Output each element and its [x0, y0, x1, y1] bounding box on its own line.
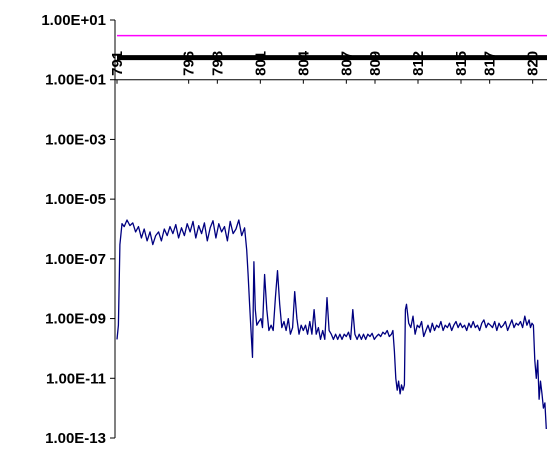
plot-lines [116, 34, 547, 430]
x-tick-label: 815 [453, 51, 470, 76]
y-tick-label: 1.00E-07 [45, 251, 106, 268]
y-tick-label: 1.00E-13 [45, 430, 106, 447]
x-tick-label: 817 [482, 51, 499, 76]
y-tick-label: 1.00E+01 [41, 12, 106, 29]
y-tick-label: 1.00E-11 [46, 370, 106, 387]
x-tick-label: 809 [367, 51, 384, 76]
series-line-3 [116, 219, 547, 430]
y-tick-label: 1.00E-03 [45, 131, 106, 148]
x-tick-label: 798 [209, 51, 226, 76]
y-tick-label: 1.00E-05 [45, 191, 106, 208]
x-tick-label: 791 [109, 51, 126, 76]
y-axis: 1.00E+01 1.00E-01 1.00E-03 1.00E-05 1.00E-07… [41, 12, 116, 447]
y-tick-label: 1.00E-01 [45, 72, 106, 89]
y-tick-label: 1.00E-09 [45, 311, 106, 328]
x-tick-label: 820 [525, 51, 542, 76]
x-tick-label: 801 [252, 51, 269, 76]
x-tick-label: 812 [410, 51, 427, 76]
x-tick-label: 796 [181, 51, 198, 76]
x-tick-label: 804 [295, 50, 312, 76]
x-tick-label: 807 [338, 51, 355, 76]
